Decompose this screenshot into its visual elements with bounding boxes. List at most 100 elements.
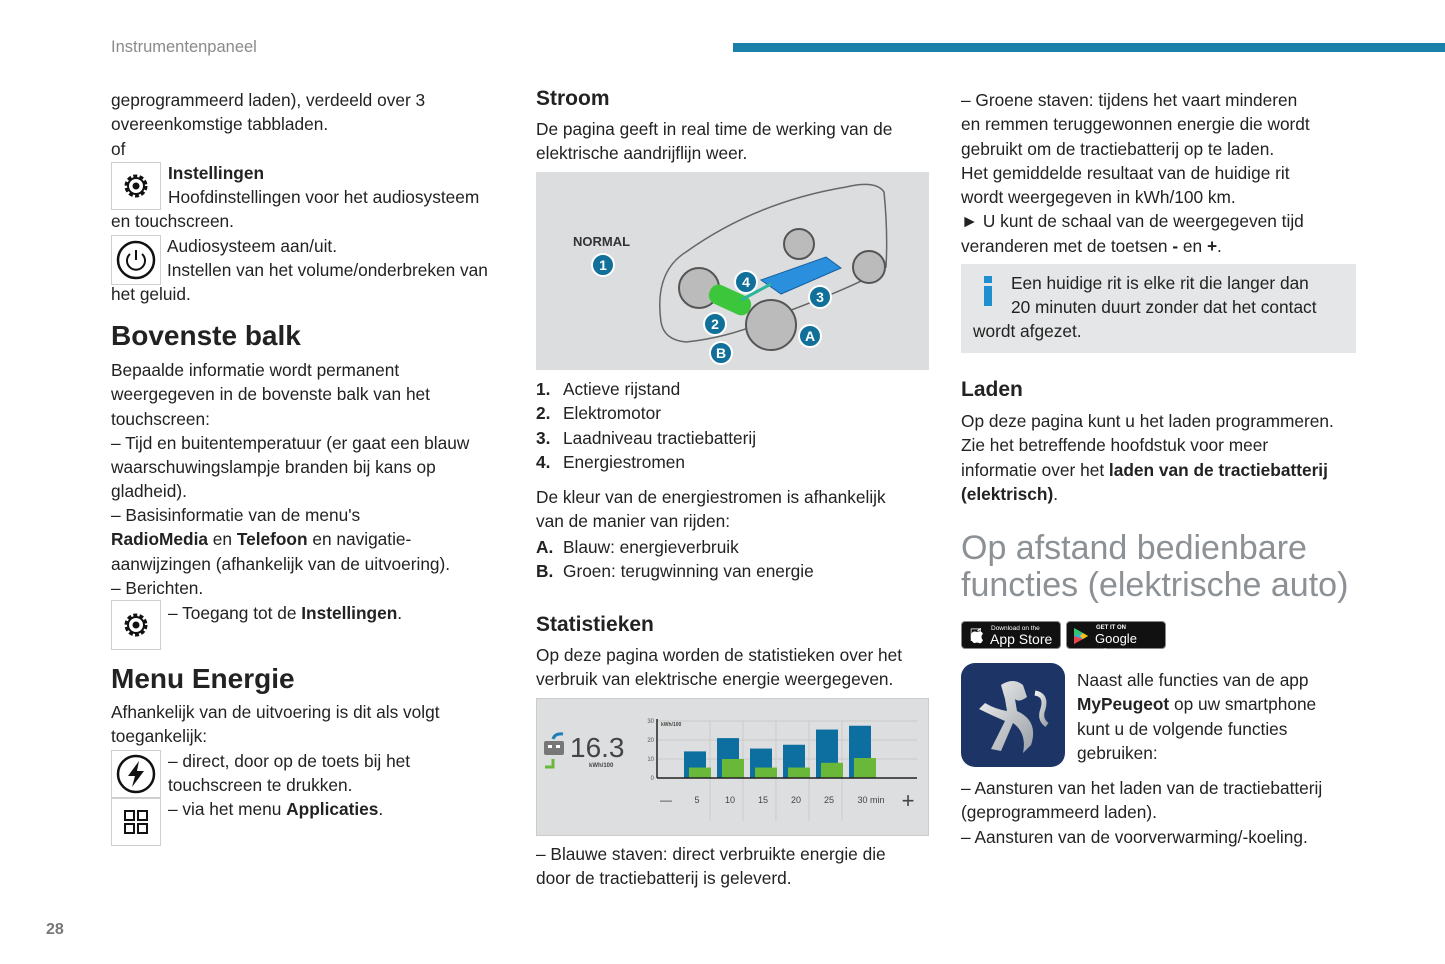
text-line: Instellingen <box>168 163 265 183</box>
car-outline <box>659 183 888 343</box>
text-line: verbruik van elektrische energie weergeg… <box>536 669 894 690</box>
info-text: Een huidige rit is elke rit die langer d… <box>1011 271 1317 320</box>
text-line: – Tijd en buitentemperatuur (er gaat een… <box>111 432 470 453</box>
header-accent-bar <box>733 43 1445 52</box>
bar-green <box>788 767 810 778</box>
text-line: het geluid. <box>111 284 191 304</box>
paragraph: Naast alle functies van de app MyPeugeot … <box>1077 668 1316 765</box>
zoom-in-button: + <box>902 788 915 813</box>
text-line: 3. Laadniveau tractiebatterij <box>536 426 756 450</box>
callout-4: 4 <box>734 270 758 294</box>
apple-icon <box>970 628 983 644</box>
paragraph: Instellingen Hoofdinstellingen voor het a… <box>168 161 479 210</box>
text-line: – Groene staven: tijdens het vaart minde… <box>961 90 1298 110</box>
bar-green <box>689 767 711 778</box>
consumption-value: 16.3 <box>570 732 625 763</box>
text-line: Op deze pagina worden de statistieken ov… <box>536 645 903 665</box>
text-line: Audiosysteem aan/uit. <box>167 236 338 256</box>
badge-title: Google Play <box>1095 631 1137 661</box>
callout-2: 2 <box>703 312 727 336</box>
callout-a: A <box>798 324 822 348</box>
heading-bovenste-balk: Bovenste balk <box>111 320 301 351</box>
y-tick-label: 20 <box>647 738 654 744</box>
bolt-icon <box>116 754 156 794</box>
section-title: Instrumentenpaneel <box>111 38 257 56</box>
list-marker: B. <box>536 561 554 582</box>
statistics-screen: 16.3 kWh/100 0 10 20 30 kWh/100 5 10 15 20 25 30 m… <box>536 698 929 836</box>
electric-motor <box>708 284 752 316</box>
text-line: Zie het betreffende hoofdstuk voor meer <box>961 435 1269 456</box>
x-tick-label: 10 <box>725 795 735 805</box>
text-line: functies (elektrische auto) <box>961 566 1349 604</box>
text-line: gladheid). <box>111 481 187 502</box>
text-line: 20 minuten duurt zonder dat het contact <box>1011 297 1317 318</box>
text-line: aanwijzingen (afhankelijk van de uitvoer… <box>111 553 451 574</box>
text-line: Instellen van het volume/onderbreken van <box>167 260 488 281</box>
text-line: Een huidige rit is elke rit die langer d… <box>1011 273 1309 293</box>
text-line: – Aansturen van de voorverwarming/-koeli… <box>961 826 1308 847</box>
text-line: Het gemiddelde resultaat van de huidige … <box>961 162 1290 183</box>
list-marker: 3. <box>536 427 551 448</box>
text-line: Op afstand bedienbare <box>961 529 1307 567</box>
paragraph: Audiosysteem aan/uit. Instellen van het v… <box>167 234 488 283</box>
paragraph: – via het menu Applicaties. <box>168 797 383 821</box>
text-line: touchscreen: <box>111 408 210 429</box>
gear-icon <box>124 174 148 198</box>
paragraph: en touchscreen. <box>111 209 234 233</box>
badge-caption: GET IT ON <box>1096 625 1126 631</box>
battery-flow-icon <box>544 732 564 769</box>
heading-statistieken: Statistieken <box>536 613 654 636</box>
bar-green <box>722 759 744 778</box>
page-number: 28 <box>46 921 64 938</box>
paragraph: het geluid. <box>111 282 191 306</box>
text-line: – Berichten. <box>111 577 204 598</box>
zoom-out-button: — <box>660 793 672 807</box>
paragraph: geprogrammeerd laden), verdeeld over 3 ov… <box>111 88 425 161</box>
text-line: – Blauwe staven: direct verbruikte energ… <box>536 844 886 864</box>
text-line: – Aansturen van het laden van de tractie… <box>961 778 1323 798</box>
text-line: – Basisinformatie van de menu's <box>111 505 361 525</box>
text-line: 1. Actieve rijstand <box>536 377 756 401</box>
text-line: A. Blauw: energieverbruik <box>536 535 814 559</box>
text-line: elektrische aandrijflijn weer. <box>536 143 748 164</box>
heading-stroom: Stroom <box>536 87 610 110</box>
text-line: kunt u de volgende functies <box>1077 718 1288 739</box>
badge-title: App Store <box>990 631 1053 647</box>
callout-b: B <box>709 341 733 365</box>
google-play-badge[interactable]: GET IT ON Google Play <box>1066 621 1166 661</box>
info-icon <box>982 276 994 308</box>
drive-mode-label: NORMAL <box>573 234 631 249</box>
gear-icon <box>124 613 148 637</box>
text-line: geprogrammeerd laden), verdeeld over 3 <box>111 90 426 110</box>
lettered-list: A. Blauw: energieverbruik B. Groen: terugwi… <box>536 535 814 584</box>
text-line: – via het menu Applicaties. <box>168 799 384 819</box>
paragraph: Op deze pagina worden de statistieken ov… <box>536 643 902 692</box>
text-line: MyPeugeot op uw smartphone <box>1077 694 1317 715</box>
paragraph: – Toegang tot de Instellingen. <box>168 601 402 625</box>
text-line: en remmen teruggewonnen energie die word… <box>961 114 1310 135</box>
list-marker: A. <box>536 537 554 557</box>
text-line: – Toegang tot de Instellingen. <box>168 603 403 623</box>
app-store-badge[interactable]:  Download on the App Store <box>961 621 1061 649</box>
paragraph: – Aansturen van het laden van de tractie… <box>961 776 1322 849</box>
power-button-illustration <box>111 235 161 285</box>
paragraph: – Groene staven: tijdens het vaart minde… <box>961 88 1310 258</box>
text-line: RadioMedia en Telefoon en navigatie- <box>111 529 412 550</box>
mypeugeot-app-logo <box>961 663 1065 767</box>
powertrain-diagram: NORMAL 1 2 3 4 A B <box>536 172 929 370</box>
text-line: B. Groen: terugwinning van energie <box>536 559 814 583</box>
text-line: wordt afgezet. <box>973 321 1082 341</box>
bar-green <box>821 762 843 778</box>
text-line: Op deze pagina kunt u het laden programm… <box>961 411 1334 431</box>
list-marker: 4. <box>536 451 551 472</box>
text-line: Naast alle functies van de app <box>1077 670 1309 690</box>
grid-icon <box>124 810 148 834</box>
text-line: waarschuwingslampje branden bij kans op <box>111 457 436 478</box>
numbered-list: 1. Actieve rijstand 2. Elektromotor 3. Laadni… <box>536 377 756 474</box>
wheel <box>678 228 886 351</box>
paragraph: De pagina geeft in real time de werking … <box>536 117 892 166</box>
list-marker: 1. <box>536 379 551 399</box>
bar-green <box>854 758 876 778</box>
paragraph: Afhankelijk van de uitvoering is dit als… <box>111 700 440 749</box>
paragraph: – direct, door op de toets bij het touchs… <box>168 749 410 798</box>
